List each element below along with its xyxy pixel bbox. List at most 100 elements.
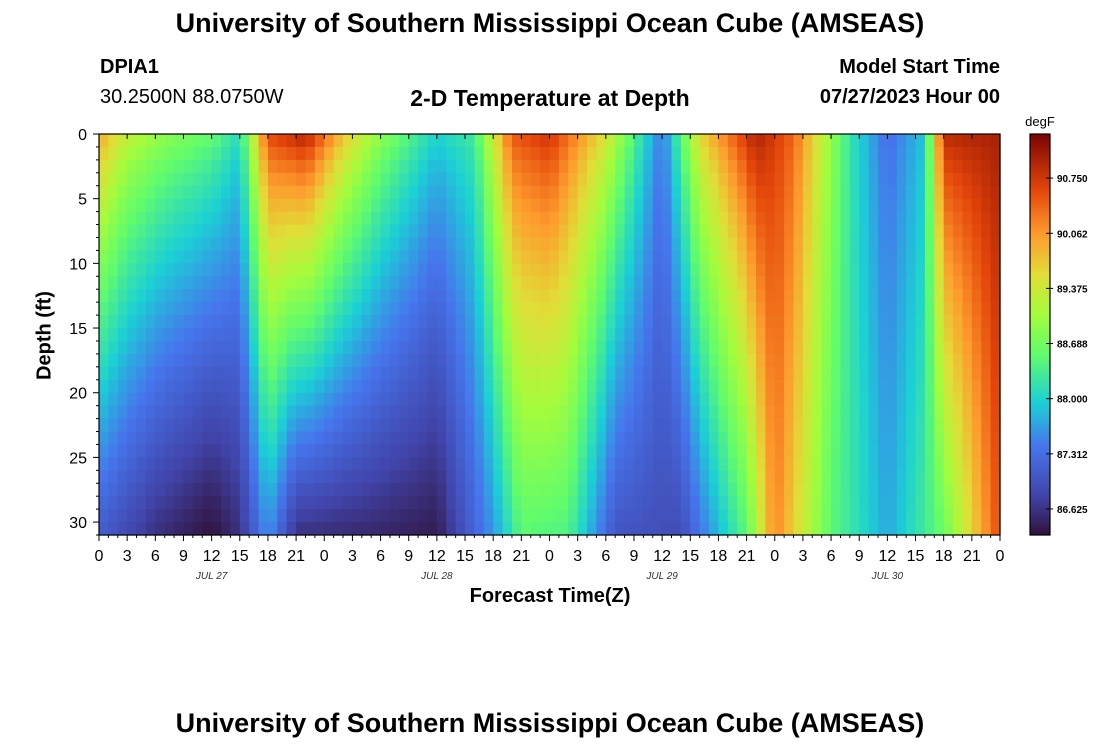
heatmap-cell <box>155 379 166 394</box>
heatmap-cell <box>230 134 241 148</box>
heatmap-cell <box>662 457 673 471</box>
heatmap-cell <box>202 366 213 381</box>
heatmap-cell <box>784 522 795 536</box>
heatmap-cell <box>971 483 982 497</box>
heatmap-cell <box>784 289 795 303</box>
heatmap-cell <box>530 379 541 394</box>
x-tick-label: 12 <box>428 548 446 565</box>
heatmap-cell <box>333 353 344 368</box>
heatmap-cell <box>596 405 607 420</box>
heatmap-cell <box>802 353 813 368</box>
heatmap-cell <box>643 405 654 420</box>
heatmap-cell <box>183 159 194 174</box>
heatmap-cell <box>474 509 485 523</box>
heatmap-cell <box>202 302 213 316</box>
heatmap-cell <box>324 289 335 303</box>
heatmap-cell <box>418 159 429 174</box>
heatmap-cell <box>793 470 804 484</box>
heatmap-cell <box>643 263 654 277</box>
heatmap-cell <box>145 379 156 394</box>
heatmap-cell <box>859 159 870 174</box>
heatmap-cell <box>230 224 241 239</box>
heatmap-cell <box>455 250 466 264</box>
heatmap-cell <box>277 353 288 368</box>
heatmap-cell <box>727 315 738 329</box>
heatmap-cell <box>361 237 372 252</box>
heatmap-cell <box>793 392 804 407</box>
heatmap-cell <box>990 315 1001 329</box>
heatmap-cell <box>493 496 504 510</box>
heatmap-cell <box>192 379 203 394</box>
heatmap-cell <box>117 366 128 381</box>
heatmap-cell <box>333 237 344 252</box>
heatmap-cell <box>108 134 119 148</box>
heatmap-cell <box>399 211 410 226</box>
heatmap-cell <box>558 418 569 433</box>
heatmap-cell <box>643 418 654 433</box>
y-tick-label: 10 <box>69 256 87 273</box>
heatmap-cell <box>202 289 213 303</box>
heatmap-cell <box>427 379 438 394</box>
heatmap-cell <box>924 276 935 290</box>
heatmap-cell <box>671 172 682 187</box>
heatmap-cell <box>727 224 738 239</box>
heatmap-cell <box>296 392 307 407</box>
heatmap-cell <box>474 431 485 446</box>
heatmap-cell <box>174 366 185 381</box>
heatmap-cell <box>399 483 410 497</box>
heatmap-cell <box>943 457 954 471</box>
heatmap-cell <box>605 418 616 433</box>
heatmap-cell <box>812 496 823 510</box>
heatmap-cell <box>502 263 513 277</box>
heatmap-cell <box>784 457 795 471</box>
heatmap-cell <box>953 340 964 355</box>
x-tick-label: 18 <box>484 548 502 565</box>
heatmap-cell <box>455 146 466 161</box>
heatmap-cell <box>624 185 635 200</box>
heatmap-cell <box>709 237 720 252</box>
heatmap-cell <box>793 509 804 523</box>
heatmap-cell <box>971 172 982 187</box>
heatmap-cell <box>831 483 842 497</box>
heatmap-cell <box>793 276 804 290</box>
heatmap-cell <box>540 289 551 303</box>
heatmap-cell <box>446 366 457 381</box>
heatmap-cell <box>127 392 138 407</box>
heatmap-cell <box>718 483 729 497</box>
heatmap-cell <box>371 315 382 329</box>
heatmap-cell <box>230 237 241 252</box>
heatmap-cell <box>155 522 166 536</box>
heatmap-cell <box>690 353 701 368</box>
heatmap-cell <box>840 392 851 407</box>
heatmap-cell <box>877 405 888 420</box>
heatmap-cell <box>427 237 438 252</box>
heatmap-cell <box>239 509 250 523</box>
heatmap-cell <box>849 509 860 523</box>
heatmap-cell <box>455 211 466 226</box>
heatmap-cell <box>408 289 419 303</box>
heatmap-cell <box>784 431 795 446</box>
heatmap-cell <box>164 444 175 458</box>
heatmap-cell <box>915 522 926 536</box>
heatmap-cell <box>455 340 466 355</box>
heatmap-cell <box>249 224 260 239</box>
heatmap-cell <box>671 185 682 200</box>
heatmap-cell <box>615 224 626 239</box>
heatmap-cell <box>699 263 710 277</box>
heatmap-cell <box>849 353 860 368</box>
heatmap-cell <box>230 353 241 368</box>
heatmap-cell <box>465 276 476 290</box>
heatmap-cell <box>502 146 513 161</box>
heatmap-cell <box>277 250 288 264</box>
heatmap-cell <box>474 444 485 458</box>
heatmap-cell <box>389 289 400 303</box>
heatmap-cell <box>802 405 813 420</box>
heatmap-cell <box>286 302 297 316</box>
heatmap-cell <box>455 172 466 187</box>
heatmap-cell <box>389 457 400 471</box>
heatmap-cell <box>868 418 879 433</box>
heatmap-cell <box>652 250 663 264</box>
heatmap-cell <box>624 134 635 148</box>
heatmap-cell <box>521 431 532 446</box>
heatmap-cell <box>427 263 438 277</box>
